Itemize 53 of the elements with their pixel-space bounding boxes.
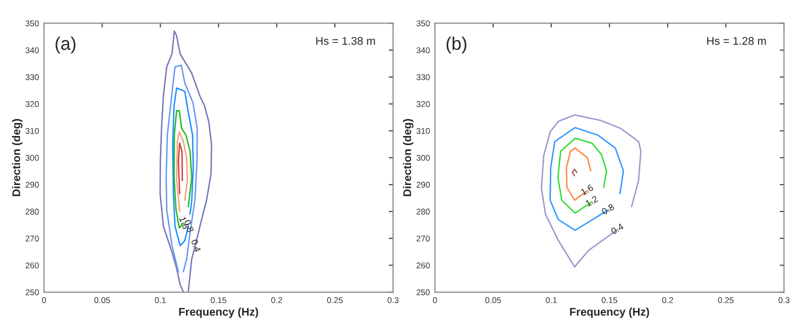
annotation: 0.8 [601, 203, 615, 215]
x-tick-label: 0.05 [485, 297, 501, 304]
y-tick-label: 280 [416, 208, 430, 215]
y-tick-label: 350 [416, 20, 430, 26]
y-tick-label: 340 [26, 47, 39, 54]
y-tick-label: 330 [416, 74, 430, 80]
annotation: 0.4 [610, 223, 624, 235]
x-tick-label: 0.3 [778, 297, 790, 304]
y-tick-label: 330 [26, 74, 39, 80]
x-tick-label: 0.25 [718, 297, 734, 304]
y-tick-label: 270 [26, 236, 39, 242]
y-tick-label: 340 [416, 47, 430, 54]
x-axis-title: Frequency (Hz) [179, 308, 258, 318]
x-tick-label: 0.1 [546, 297, 557, 304]
y-tick-label: 350 [26, 20, 39, 26]
line-series [176, 131, 188, 212]
y-tick-label: 290 [416, 182, 430, 188]
line-series [540, 114, 642, 268]
x-tick-label: 0 [42, 297, 46, 304]
y-tick-label: 260 [26, 262, 39, 268]
y-tick-label: 310 [416, 128, 430, 134]
y-axis-title: Direction (deg) [12, 119, 22, 196]
y-tick-label: 270 [416, 236, 430, 242]
annotation: 1.6 [580, 184, 594, 196]
x-tick-label: 0.15 [210, 297, 226, 304]
annotation: (a) [56, 36, 76, 54]
x-tick-label: 0.15 [602, 297, 618, 304]
annotation: 0.4 [190, 238, 202, 252]
y-tick-label: 300 [26, 154, 39, 161]
x-tick-label: 0.25 [327, 297, 343, 304]
y-axis-title: Direction (deg) [402, 119, 414, 196]
y-tick-label: 320 [416, 101, 430, 108]
x-tick-label: 0.05 [94, 297, 110, 304]
x-tick-label: 0.2 [271, 297, 282, 304]
y-tick-label: 290 [26, 182, 39, 188]
annotation: 1.2 [585, 195, 598, 207]
y-tick-label: 250 [26, 289, 39, 296]
annotation: Hs = 1.28 m [707, 36, 766, 45]
y-tick-label: 250 [416, 289, 430, 296]
x-tick-label: 0.2 [662, 297, 674, 304]
x-tick-label: 0.3 [388, 297, 398, 304]
x-tick-label: 0.1 [154, 297, 166, 304]
y-tick-label: 260 [416, 262, 430, 268]
annotation: (b) [446, 36, 466, 54]
line-series [159, 30, 212, 292]
annotation: Hs = 1.38 m [316, 36, 375, 45]
x-tick-label: 0 [432, 297, 437, 304]
y-tick-label: 280 [26, 208, 39, 215]
y-tick-label: 300 [416, 154, 430, 161]
y-tick-label: 310 [26, 128, 39, 134]
line-series [178, 142, 184, 194]
x-axis-title: Frequency (Hz) [570, 308, 650, 318]
y-tick-label: 320 [26, 101, 39, 108]
